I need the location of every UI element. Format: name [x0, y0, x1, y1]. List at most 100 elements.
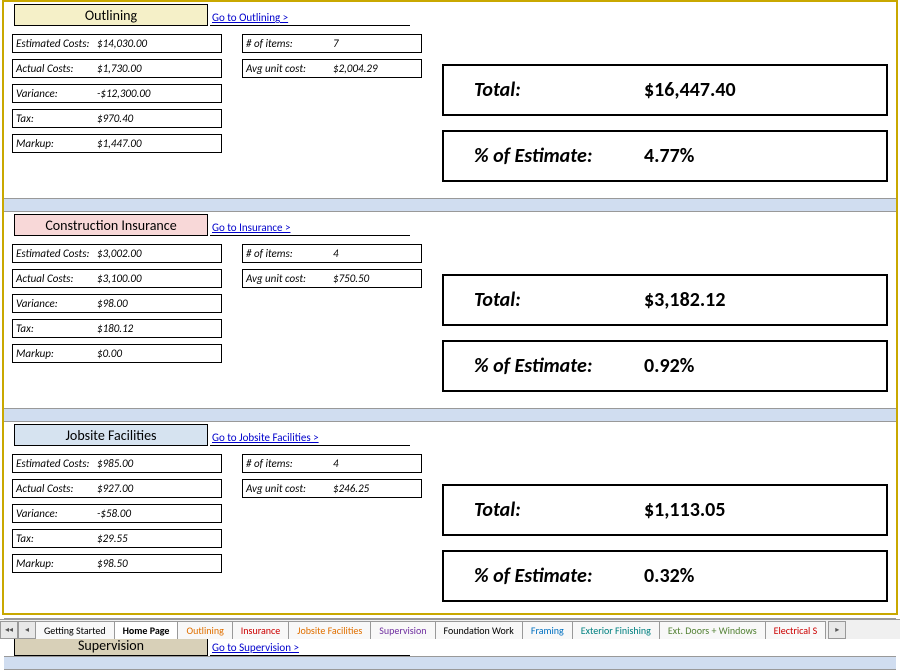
field-label: Avg unit cost:	[243, 482, 333, 495]
pct-box: % of Estimate:0.32%	[442, 550, 888, 602]
field-value: $98.00	[97, 297, 221, 310]
stat-field: Avg unit cost:$2,004.29	[242, 59, 422, 78]
field-label: Estimated Costs:	[13, 37, 97, 50]
field-value: $1,447.00	[97, 137, 221, 150]
sheet-tab[interactable]: Jobsite Facilities	[288, 621, 371, 639]
field-label: Tax:	[13, 532, 97, 545]
sheet-tab[interactable]: Framing	[522, 621, 573, 639]
cost-field: Markup:$98.50	[12, 554, 222, 573]
pct-label: % of Estimate:	[474, 144, 644, 168]
section-divider	[4, 408, 896, 422]
field-label: Markup:	[13, 557, 97, 570]
field-label: # of items:	[243, 37, 333, 50]
field-label: # of items:	[243, 247, 333, 260]
section-title: Construction Insurance	[14, 214, 208, 236]
field-label: Avg unit cost:	[243, 62, 333, 75]
total-label: Total:	[474, 498, 644, 522]
total-value: $16,447.40	[644, 78, 736, 102]
field-label: Variance:	[13, 87, 97, 100]
section-link[interactable]: Go to Supervision >	[210, 640, 410, 656]
section-outlining: OutliningGo to Outlining > Estimated Cost…	[4, 2, 896, 198]
cost-field: Tax:$29.55	[12, 529, 222, 548]
cost-field: Tax:$970.40	[12, 109, 222, 128]
stat-field: Avg unit cost:$246.25	[242, 479, 422, 498]
section-divider	[4, 198, 896, 212]
sheet-tab[interactable]: Insurance	[232, 621, 289, 639]
sheet-tab[interactable]: Ext. Doors + Windows	[659, 621, 766, 639]
sheet-tab[interactable]: Home Page	[114, 621, 179, 639]
pct-box: % of Estimate:0.92%	[442, 340, 888, 392]
section-link[interactable]: Go to Jobsite Facilities >	[210, 430, 410, 446]
field-label: Actual Costs:	[13, 62, 97, 75]
field-value: $29.55	[97, 532, 221, 545]
field-value: $246.25	[333, 482, 421, 495]
field-label: Markup:	[13, 347, 97, 360]
cost-field: Estimated Costs:$985.00	[12, 454, 222, 473]
section-link[interactable]: Go to Insurance >	[210, 220, 410, 236]
stat-field: # of items:7	[242, 34, 422, 53]
section-jobsite-facilities: Jobsite FacilitiesGo to Jobsite Faciliti…	[4, 422, 896, 618]
total-value: $1,113.05	[644, 498, 725, 522]
field-value: $970.40	[97, 112, 221, 125]
field-value: $180.12	[97, 322, 221, 335]
stat-field: Avg unit cost:$750.50	[242, 269, 422, 288]
section-title: Jobsite Facilities	[14, 424, 208, 446]
field-value: -$12,300.00	[97, 87, 221, 100]
cost-field: Markup:$0.00	[12, 344, 222, 363]
sheet-tab[interactable]: Getting Started	[35, 621, 115, 639]
field-value: $14,030.00	[97, 37, 221, 50]
tab-nav-first[interactable]: ◂◂	[0, 621, 18, 639]
cost-field: Actual Costs:$3,100.00	[12, 269, 222, 288]
field-label: Markup:	[13, 137, 97, 150]
field-value: 7	[333, 37, 421, 50]
sheet-tab[interactable]: Foundation Work	[435, 621, 523, 639]
cost-field: Actual Costs:$1,730.00	[12, 59, 222, 78]
field-value: 4	[333, 457, 421, 470]
total-value: $3,182.12	[644, 288, 725, 312]
field-label: Variance:	[13, 297, 97, 310]
sheet-tab[interactable]: Outlining	[177, 621, 232, 639]
field-value: 4	[333, 247, 421, 260]
total-box: Total:$1,113.05	[442, 484, 888, 536]
sheet-tab[interactable]: Electrical S	[765, 621, 827, 639]
section-construction-insurance: Construction InsuranceGo to Insurance > E…	[4, 212, 896, 408]
field-value: -$58.00	[97, 507, 221, 520]
field-label: Variance:	[13, 507, 97, 520]
pct-label: % of Estimate:	[474, 354, 644, 378]
total-box: Total:$3,182.12	[442, 274, 888, 326]
sheet-tab[interactable]: Supervision	[370, 621, 435, 639]
field-value: $927.00	[97, 482, 221, 495]
total-label: Total:	[474, 288, 644, 312]
field-label: # of items:	[243, 457, 333, 470]
stat-field: # of items:4	[242, 454, 422, 473]
cost-field: Tax:$180.12	[12, 319, 222, 338]
field-value: $3,100.00	[97, 272, 221, 285]
pct-value: 0.32%	[644, 564, 694, 588]
sheet-tabs: ◂◂ ◂ Getting StartedHome PageOutliningIn…	[0, 619, 900, 639]
field-value: $750.50	[333, 272, 421, 285]
stat-field: # of items:4	[242, 244, 422, 263]
section-title: Outlining	[14, 4, 208, 26]
field-label: Avg unit cost:	[243, 272, 333, 285]
cost-field: Variance:-$58.00	[12, 504, 222, 523]
field-label: Actual Costs:	[13, 272, 97, 285]
cost-field: Estimated Costs:$3,002.00	[12, 244, 222, 263]
field-label: Actual Costs:	[13, 482, 97, 495]
tab-nav-next[interactable]: ▸	[828, 621, 846, 639]
tab-nav-prev[interactable]: ◂	[18, 621, 36, 639]
field-value: $3,002.00	[97, 247, 221, 260]
pct-box: % of Estimate:4.77%	[442, 130, 888, 182]
field-label: Estimated Costs:	[13, 247, 97, 260]
pct-value: 4.77%	[644, 144, 694, 168]
cost-field: Markup:$1,447.00	[12, 134, 222, 153]
cost-field: Variance:-$12,300.00	[12, 84, 222, 103]
field-label: Tax:	[13, 322, 97, 335]
sheet-tab[interactable]: Exterior Finishing	[572, 621, 660, 639]
field-value: $985.00	[97, 457, 221, 470]
cost-field: Estimated Costs:$14,030.00	[12, 34, 222, 53]
total-label: Total:	[474, 78, 644, 102]
field-label: Estimated Costs:	[13, 457, 97, 470]
section-link[interactable]: Go to Outlining >	[210, 10, 410, 26]
cost-field: Actual Costs:$927.00	[12, 479, 222, 498]
pct-label: % of Estimate:	[474, 564, 644, 588]
